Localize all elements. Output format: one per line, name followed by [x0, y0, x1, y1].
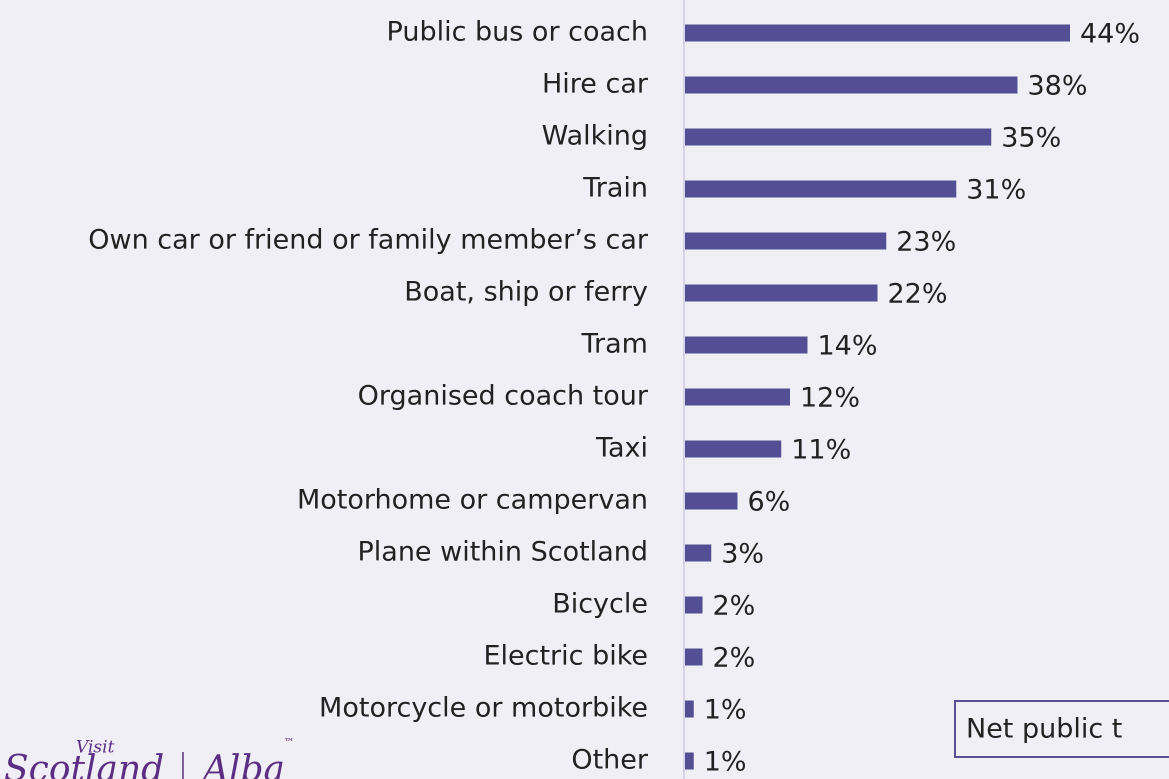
category-label: Own car or friend or family member’s car	[88, 225, 649, 256]
category-label: Motorcycle or motorbike	[319, 693, 648, 724]
value-label: 3%	[721, 539, 764, 570]
value-label: 2%	[713, 591, 756, 622]
category-label: Boat, ship or ferry	[404, 277, 648, 308]
value-label: 12%	[800, 383, 860, 414]
category-label: Electric bike	[483, 641, 648, 672]
category-label: Bicycle	[552, 589, 648, 620]
category-label: Other	[571, 745, 649, 776]
bar	[685, 180, 957, 198]
value-label: 14%	[818, 331, 878, 362]
category-label: Taxi	[595, 433, 648, 464]
bar	[685, 76, 1018, 94]
bar	[685, 24, 1070, 42]
value-label: 1%	[704, 695, 747, 726]
bar	[685, 544, 712, 562]
category-label: Tram	[581, 329, 648, 360]
annotation-box	[954, 700, 1169, 758]
value-label: 23%	[896, 227, 956, 258]
value-label: 22%	[888, 279, 948, 310]
logo-scotland: Scotland	[4, 749, 164, 779]
value-label: 38%	[1028, 71, 1088, 102]
value-label: 44%	[1080, 19, 1140, 50]
logo-tm: ™	[284, 738, 294, 749]
bar	[685, 752, 694, 770]
category-label: Train	[582, 173, 648, 204]
value-label: 31%	[966, 175, 1026, 206]
logo-visit: Visit	[76, 738, 115, 758]
category-label: Plane within Scotland	[357, 537, 648, 568]
category-label: Walking	[542, 121, 648, 152]
bar	[685, 440, 782, 458]
value-label: 1%	[704, 747, 747, 778]
category-label: Hire car	[542, 69, 649, 100]
category-label: Public bus or coach	[387, 17, 648, 48]
bar	[685, 492, 738, 510]
bar	[685, 284, 878, 302]
value-label: 35%	[1001, 123, 1061, 154]
bar	[685, 336, 808, 354]
category-label: Organised coach tour	[358, 381, 649, 412]
value-label: 11%	[791, 435, 851, 466]
value-label: 6%	[748, 487, 791, 518]
logo-alba: Alba	[200, 749, 285, 779]
annotation: Net public t	[966, 714, 1122, 745]
bar	[685, 388, 790, 406]
bar	[685, 596, 703, 614]
category-label: Motorhome or campervan	[297, 485, 648, 516]
bar	[685, 232, 887, 250]
bar	[685, 648, 703, 666]
bar	[685, 128, 992, 146]
value-label: 2%	[713, 643, 756, 674]
bar	[685, 700, 694, 718]
